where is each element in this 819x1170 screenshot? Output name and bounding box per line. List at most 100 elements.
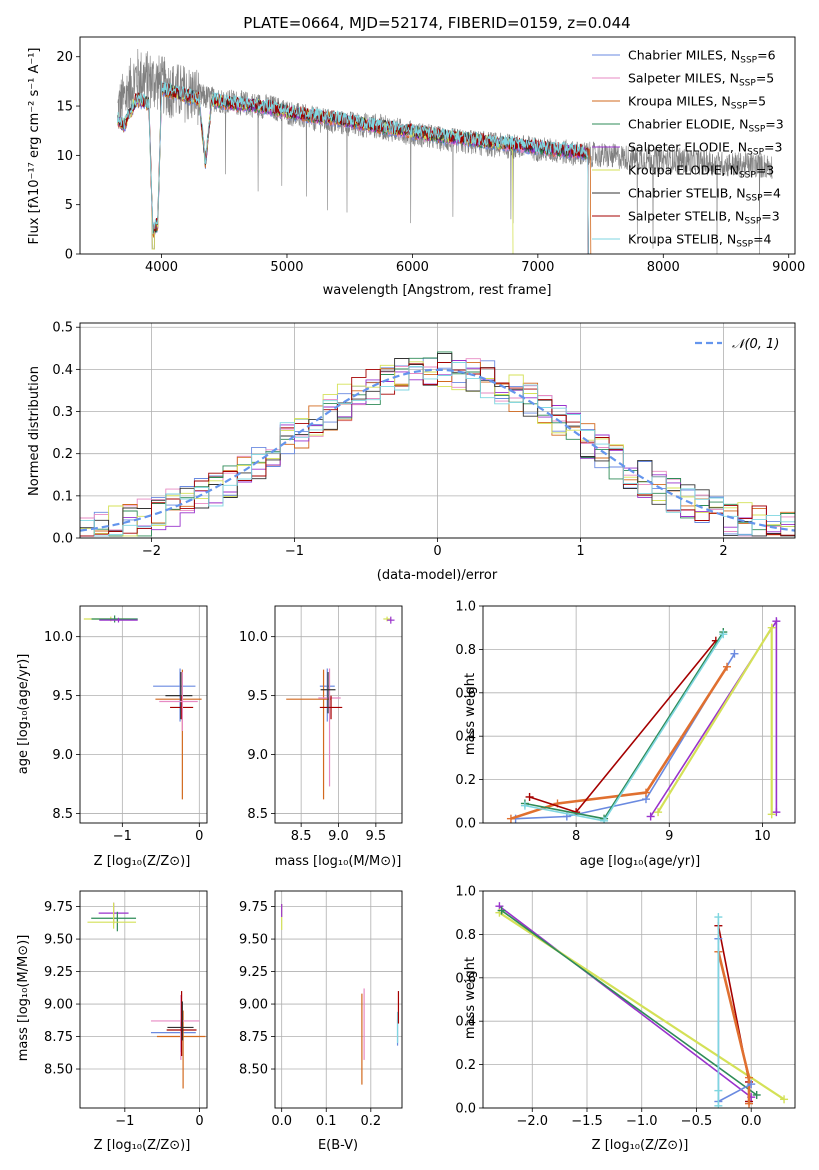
legend-label: 𝒩(0, 1) (732, 337, 779, 352)
weight-z-ytick-label: 0.8 (455, 928, 476, 943)
mass-z-ytick-label: 9.50 (44, 933, 73, 948)
spectrum-ytick-label: 20 (56, 50, 73, 65)
mass-z-xlabel: Z [log₁₀(Z/Z⊙)] (94, 1138, 191, 1153)
mass-ebv-ytick-label: 9.75 (239, 900, 268, 915)
weight-z-xtick-label: −1.0 (626, 1114, 658, 1129)
mass-ebv-ytick-label: 8.75 (239, 1030, 268, 1045)
model-line-9 (117, 81, 589, 254)
weight-age-ytick-label: 0.6 (455, 686, 476, 701)
age-mass-ytick-label: 10.0 (239, 630, 268, 645)
spectrum-ylabel: Flux [fλ10⁻¹⁷ erg cm⁻² s⁻¹ A⁻¹] (27, 48, 42, 245)
mass-z-ytick-label: 8.75 (44, 1030, 73, 1045)
mass-z-ylabel: mass [log₁₀(M/M⊙)] (16, 935, 31, 1062)
weight-z-xtick-label: −0.5 (681, 1114, 713, 1129)
weight-z-plot-area (495, 902, 789, 1108)
age-mass-ytick-label: 9.5 (247, 689, 268, 704)
weight-age-xtick-label: 10 (754, 829, 771, 844)
residuals-xlabel: (data-model)/error (377, 568, 498, 583)
mass-ebv-ytick-label: 8.50 (239, 1063, 268, 1078)
weight-age-ytick-label: 0.8 (455, 643, 476, 658)
weight-z-xlabel: Z [log₁₀(Z/Z⊙)] (592, 1138, 689, 1153)
weight-z-ylabel: mass weight (463, 957, 478, 1039)
normal-reference-curve (80, 368, 795, 532)
weight-age-plot-area (506, 617, 781, 823)
weight-age-ylabel: mass weight (463, 673, 478, 755)
legend-label: Salpeter STELIB, NSSP=3 (628, 209, 780, 227)
spectrum-xlabel: wavelength [Angstrom, rest frame] (323, 283, 552, 298)
residuals-ytick-label: 0.4 (52, 363, 73, 378)
mass-ebv-ytick-label: 9.00 (239, 998, 268, 1013)
weight-age-xtick-label: 8 (572, 829, 580, 844)
spectrum-ytick-label: 10 (56, 149, 73, 164)
histogram-9 (80, 362, 795, 537)
age-z-xtick-label: −1 (113, 829, 132, 844)
residuals-xtick-label: −2 (142, 544, 161, 559)
mass-ebv-plot-area (281, 903, 400, 1085)
mass-z-axes: −1 0 8.50 8.75 9.00 9.25 9.50 9.75 (44, 891, 207, 1129)
spectrum-xtick-label: 4000 (145, 260, 178, 275)
residuals-plot-area (80, 351, 795, 537)
weight-age-ytick-label: 0.0 (455, 817, 476, 832)
mass-z-xtick-label: −1 (115, 1114, 134, 1129)
residuals-xtick-label: 2 (719, 544, 727, 559)
legend-label: Kroupa STELIB, NSSP=4 (628, 232, 772, 250)
legend-label: Kroupa ELODIE, NSSP=3 (628, 163, 774, 181)
residuals-ytick-label: 0.3 (52, 405, 73, 420)
mass-ebv-ytick-label: 9.50 (239, 933, 268, 948)
residuals-xtick-label: 0 (433, 544, 441, 559)
spectrum-legend: Chabrier MILES, NSSP=6 Salpeter MILES, NS… (592, 48, 784, 250)
residuals-frame (79, 322, 796, 539)
residuals-xtick-label: −1 (285, 544, 304, 559)
age-z-xlabel: Z [log₁₀(Z/Z⊙)] (94, 854, 191, 869)
mass-z-ytick-label: 9.25 (44, 965, 73, 980)
spectrum-xtick-label: 9000 (772, 260, 805, 275)
age-mass-plot-area (286, 616, 395, 800)
mass-z-plot-area (87, 902, 206, 1089)
legend-label: Chabrier MILES, NSSP=6 (628, 48, 776, 66)
age-mass-xtick-label: 9.5 (366, 829, 387, 844)
age-mass-axes: 8.5 9.0 9.5 8.5 9.0 9.5 10.0 (239, 606, 402, 844)
age-z-ytick-label: 9.5 (52, 689, 73, 704)
weight-z-ytick-label: 0.4 (455, 1015, 476, 1030)
age-mass-ytick-label: 8.5 (247, 807, 268, 822)
mass-ebv-xtick-label: 0.1 (316, 1114, 337, 1129)
mass-z-xtick-label: 0 (195, 1114, 203, 1129)
age-z-ylabel: age [log₁₀(age/yr)] (16, 654, 31, 775)
age-mass-frame (274, 605, 403, 824)
spectrum-axes: 4000 5000 6000 7000 8000 9000 0 5 10 15 20 (56, 50, 805, 275)
spectrum-title: PLATE=0664, MJD=52174, FIBERID=0159, z=0… (243, 14, 630, 32)
age-z-axes: −1 0 8.5 9.0 9.5 10.0 (44, 606, 207, 844)
age-mass-xlabel: mass [log₁₀(M/M⊙)] (275, 854, 402, 869)
age-z-ytick-label: 10.0 (44, 630, 73, 645)
age-z-xtick-label: 0 (195, 829, 203, 844)
mass-z-ytick-label: 8.50 (44, 1063, 73, 1078)
weight-z-ytick-label: 0.2 (455, 1058, 476, 1073)
residuals-ylabel: Normed distribution (27, 366, 42, 496)
weight-age-ytick-label: 0.4 (455, 730, 476, 745)
age-mass-xtick-label: 9.0 (328, 829, 349, 844)
weight-age-ytick-label: 1.0 (455, 600, 476, 615)
weight-age-frame (482, 605, 796, 824)
age-z-plot-area (83, 615, 202, 800)
weight-z-ytick-label: 1.0 (455, 885, 476, 900)
mass-ebv-xtick-label: 0.2 (360, 1114, 381, 1129)
weight-z-series-1 (498, 905, 752, 1098)
mass-z-ytick-label: 9.00 (44, 998, 73, 1013)
age-z-ytick-label: 8.5 (52, 807, 73, 822)
age-mass-xtick-label: 8.5 (291, 829, 312, 844)
spectrum-ytick-label: 0 (65, 248, 73, 263)
weight-z-ytick-label: 0.6 (455, 971, 476, 986)
spectrum-plot-area (117, 48, 773, 254)
weight-z-xtick-label: −1.5 (571, 1114, 603, 1129)
weight-age-series-1 (515, 653, 736, 820)
age-z-ytick-label: 9.0 (52, 748, 73, 763)
spectrum-frame (79, 36, 796, 255)
weight-age-series-2 (510, 666, 729, 820)
residuals-legend: 𝒩(0, 1) (695, 337, 779, 352)
legend-label: Salpeter MILES, NSSP=5 (628, 71, 774, 89)
spectrum-xtick-label: 5000 (270, 260, 303, 275)
legend-label: Chabrier STELIB, NSSP=4 (628, 186, 781, 204)
residuals-xtick-label: 1 (576, 544, 584, 559)
residuals-ytick-label: 0.0 (52, 532, 73, 547)
